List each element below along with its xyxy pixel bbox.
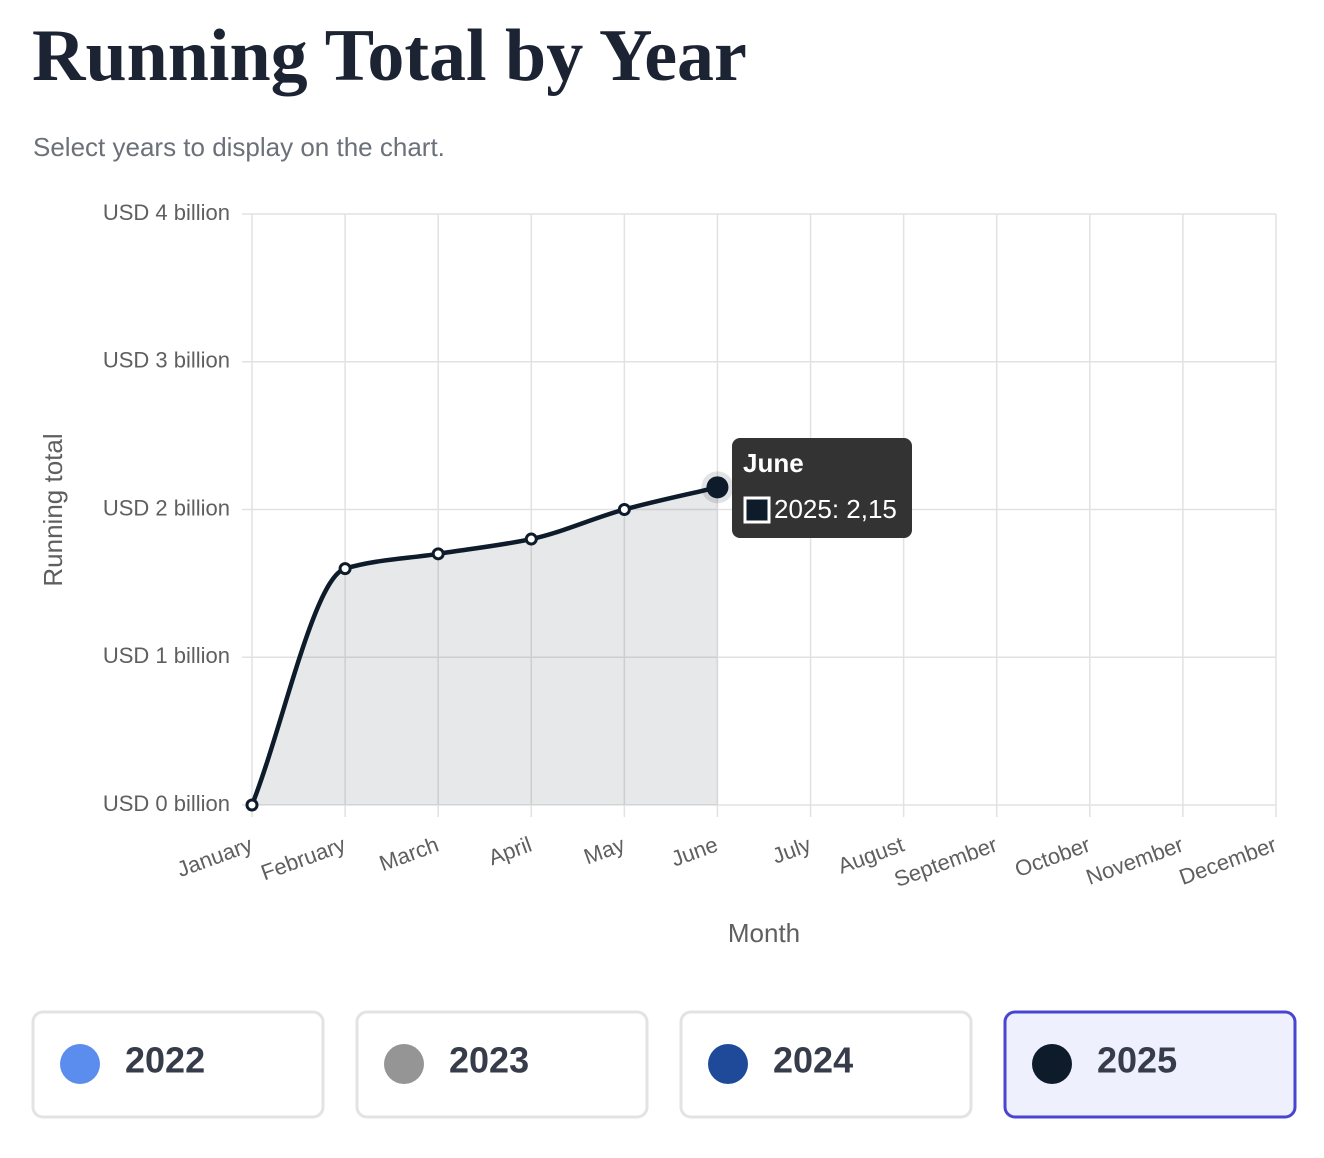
y-tick-label: USD 0 billion — [103, 791, 230, 816]
x-axis-title: Month — [728, 918, 800, 948]
year-button[interactable]: 2023 — [355, 1010, 649, 1119]
button-box — [1003, 1010, 1297, 1119]
x-tick-label: October — [1011, 832, 1093, 882]
chart-title: Running Total by Year — [32, 15, 747, 97]
y-tick-label: USD 3 billion — [103, 348, 230, 373]
x-tick-label: November — [1083, 832, 1187, 890]
x-tick-label: June — [668, 832, 721, 872]
legend-label: 2025 — [1097, 1040, 1177, 1081]
point — [338, 562, 352, 576]
point — [524, 532, 538, 546]
tooltip-swatch — [743, 496, 771, 524]
x-tick-label: March — [376, 832, 442, 876]
x-tick-label: January — [174, 832, 256, 882]
chart-subtitle: Select years to display on the chart. — [33, 132, 445, 162]
x-tick-label: July — [769, 832, 814, 869]
legend-label: 2023 — [449, 1040, 529, 1081]
year-button[interactable]: 2025 — [1003, 1010, 1297, 1119]
y-axis-title: Running total — [38, 433, 68, 586]
tooltip-box — [732, 438, 912, 538]
y-tick-label: USD 1 billion — [103, 643, 230, 668]
year-button[interactable]: 2022 — [31, 1010, 325, 1119]
point — [245, 798, 259, 812]
x-tick-label: May — [580, 832, 628, 870]
legend-swatch — [708, 1044, 748, 1084]
legend-swatch — [384, 1044, 424, 1084]
x-tick-label: December — [1176, 832, 1280, 890]
x-tick-label: April — [485, 832, 535, 871]
legend-label: 2022 — [125, 1040, 205, 1081]
tooltip: June 2025: 2,15 — [732, 438, 912, 538]
tooltip-title: June — [743, 448, 804, 478]
y-tick-label: USD 2 billion — [103, 495, 230, 520]
button-box — [31, 1010, 325, 1119]
legend-label: 2024 — [773, 1040, 853, 1081]
area — [252, 487, 718, 805]
x-tick-label: February — [258, 832, 349, 886]
legend-swatch — [1032, 1044, 1072, 1084]
point — [617, 503, 631, 516]
button-box — [355, 1010, 649, 1119]
point — [706, 476, 729, 499]
y-tick-label: USD 4 billion — [103, 200, 230, 225]
x-tick-label: September — [891, 832, 1001, 892]
legend-swatch — [60, 1044, 100, 1084]
tooltip-text: 2025: 2,15 — [774, 494, 897, 524]
point — [431, 547, 445, 561]
button-box — [679, 1010, 973, 1119]
year-button[interactable]: 2024 — [679, 1010, 973, 1119]
